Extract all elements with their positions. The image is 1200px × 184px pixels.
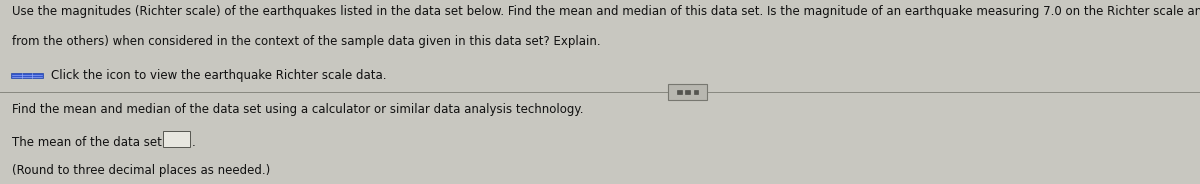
FancyBboxPatch shape — [685, 90, 690, 94]
Text: (Round to three decimal places as needed.): (Round to three decimal places as needed… — [12, 164, 270, 177]
FancyBboxPatch shape — [163, 131, 190, 147]
Text: Use the magnitudes (Richter scale) of the earthquakes listed in the data set bel: Use the magnitudes (Richter scale) of th… — [12, 5, 1200, 18]
Text: Click the icon to view the earthquake Richter scale data.: Click the icon to view the earthquake Ri… — [52, 69, 386, 82]
Text: from the others) when considered in the context of the sample data given in this: from the others) when considered in the … — [12, 35, 601, 48]
FancyBboxPatch shape — [694, 90, 698, 94]
Text: The mean of the data set is: The mean of the data set is — [12, 136, 175, 149]
FancyBboxPatch shape — [668, 84, 707, 100]
Text: Find the mean and median of the data set using a calculator or similar data anal: Find the mean and median of the data set… — [12, 103, 583, 116]
FancyBboxPatch shape — [677, 90, 682, 94]
FancyBboxPatch shape — [11, 73, 43, 78]
Text: .: . — [192, 136, 196, 149]
